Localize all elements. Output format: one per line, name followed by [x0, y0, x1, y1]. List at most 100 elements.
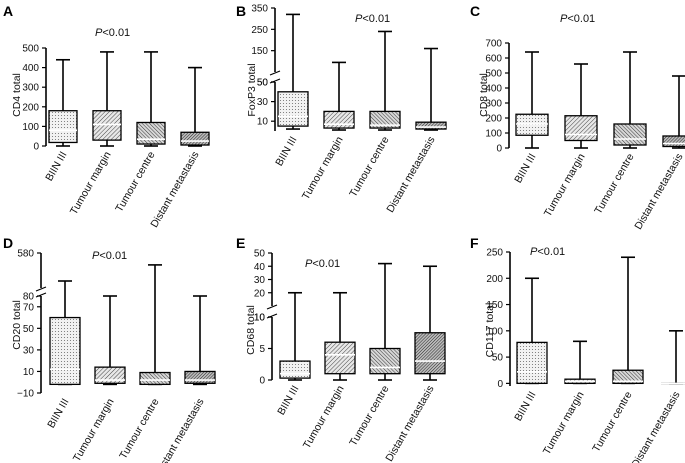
- box-iqr: [324, 341, 356, 375]
- y-axis-label: CD117 total: [484, 303, 496, 358]
- panel-letter: B: [236, 3, 246, 19]
- box-iqr: [613, 123, 647, 146]
- y-tick-label: 20: [254, 288, 266, 299]
- x-category-label: Tumour centre: [590, 389, 634, 454]
- box-1: [279, 291, 311, 381]
- x-category-label: Tumour centre: [347, 383, 391, 448]
- y-tick-label: 400: [485, 84, 502, 95]
- p-value-annotation: P<0.01: [355, 13, 390, 25]
- x-category-label: Tumour centre: [347, 134, 391, 199]
- x-category-label: Distant metastasis: [383, 384, 436, 463]
- y-tick-label: 80: [23, 292, 35, 303]
- y-tick-label: 50: [257, 78, 269, 89]
- p-value-annotation: P<0.01: [530, 246, 565, 258]
- box-iqr: [136, 121, 166, 145]
- box-2: [323, 61, 355, 131]
- box-1: [515, 51, 549, 149]
- y-tick-label: 100: [485, 129, 502, 140]
- axis-break-mark: [35, 286, 47, 292]
- box-iqr: [369, 347, 401, 375]
- axis-break-mark: [266, 304, 278, 310]
- y-tick-label: 5: [259, 344, 265, 355]
- box-2: [324, 291, 356, 381]
- box-4: [184, 295, 216, 386]
- panel-letter: C: [470, 3, 480, 19]
- panel-c: C CD8 total P<0.01 0 100 200 300 400 500 600 700 BI…: [470, 3, 685, 232]
- x-category-label: Tumour margin: [301, 383, 347, 450]
- box-3: [613, 51, 647, 149]
- y-tick-label: 500: [485, 69, 502, 80]
- y-tick-label: 50: [254, 249, 266, 260]
- panel-letter: E: [236, 235, 245, 251]
- y-tick-label: 350: [251, 4, 268, 15]
- box-iqr: [279, 360, 311, 379]
- y-tick-label: 40: [254, 262, 266, 273]
- y-tick-label: 70: [23, 302, 35, 313]
- axis-break-mark: [266, 313, 278, 319]
- box-4: [414, 265, 446, 381]
- x-category-label: Tumour margin: [541, 389, 587, 456]
- y-tick-label: 500: [22, 44, 39, 55]
- axis-break-mark: [269, 78, 281, 84]
- box-iqr: [516, 341, 548, 385]
- panel-letter: A: [3, 3, 13, 19]
- box-iqr: [369, 110, 401, 129]
- x-category-label: BIIN III: [275, 384, 301, 418]
- box-iqr: [49, 316, 81, 386]
- box-iqr: [180, 131, 210, 146]
- box-1: [516, 277, 548, 385]
- box-3: [612, 256, 644, 385]
- box-iqr: [414, 332, 446, 375]
- box-4: [180, 66, 210, 147]
- box-2: [94, 295, 126, 386]
- box-iqr: [323, 110, 355, 129]
- x-category-label: Tumour margin: [71, 396, 117, 463]
- y-axis-label: CD68 total: [245, 305, 257, 355]
- y-tick-label: 700: [485, 39, 502, 50]
- box-iqr: [184, 370, 216, 384]
- box-iqr: [612, 369, 644, 385]
- y-tick-label: 10: [254, 313, 266, 324]
- x-category-label: Distant metastasis: [148, 150, 201, 230]
- panel-letter: D: [3, 235, 13, 251]
- y-axis-label: CD20 total: [11, 300, 23, 350]
- box-1: [49, 280, 81, 386]
- x-category-label: Tumour margin: [300, 134, 346, 201]
- y-tick-label: 10: [257, 117, 269, 128]
- y-tick-label: 0: [259, 376, 265, 387]
- box-iqr: [415, 121, 447, 130]
- y-tick-label: 100: [486, 326, 503, 337]
- y-tick-label: 300: [485, 99, 502, 110]
- box-iqr: [139, 371, 171, 386]
- y-tick-label: 50: [23, 324, 35, 335]
- y-tick-label: 10: [23, 367, 35, 378]
- y-tick-label: 30: [257, 97, 269, 108]
- box-2: [92, 51, 122, 147]
- p-value-annotation: P<0.01: [92, 250, 127, 262]
- y-tick-label: 0: [497, 379, 503, 390]
- p-value-annotation: P<0.01: [560, 13, 595, 25]
- x-category-label: BIIN III: [273, 135, 299, 169]
- box-2: [564, 63, 598, 149]
- axis-break-mark: [269, 70, 281, 76]
- y-tick-label: 400: [22, 63, 39, 74]
- x-category-label: Tumour margin: [542, 151, 588, 218]
- box-iqr: [662, 135, 685, 148]
- y-tick-label: 100: [22, 122, 39, 133]
- box-iqr: [94, 366, 126, 384]
- box-4: [661, 330, 685, 385]
- x-category-label: Tumour centre: [117, 396, 161, 461]
- y-tick-label: 0: [33, 142, 39, 153]
- y-axis-label: CD8 total: [478, 73, 490, 117]
- x-category-label: Tumour centre: [592, 151, 636, 216]
- x-category-label: BIIN III: [43, 150, 69, 184]
- box-iqr: [92, 110, 122, 141]
- x-category-label: BIIN III: [45, 397, 71, 431]
- box-3: [139, 264, 171, 386]
- y-tick-label: 30: [254, 275, 266, 286]
- y-tick-label: 150: [486, 300, 503, 311]
